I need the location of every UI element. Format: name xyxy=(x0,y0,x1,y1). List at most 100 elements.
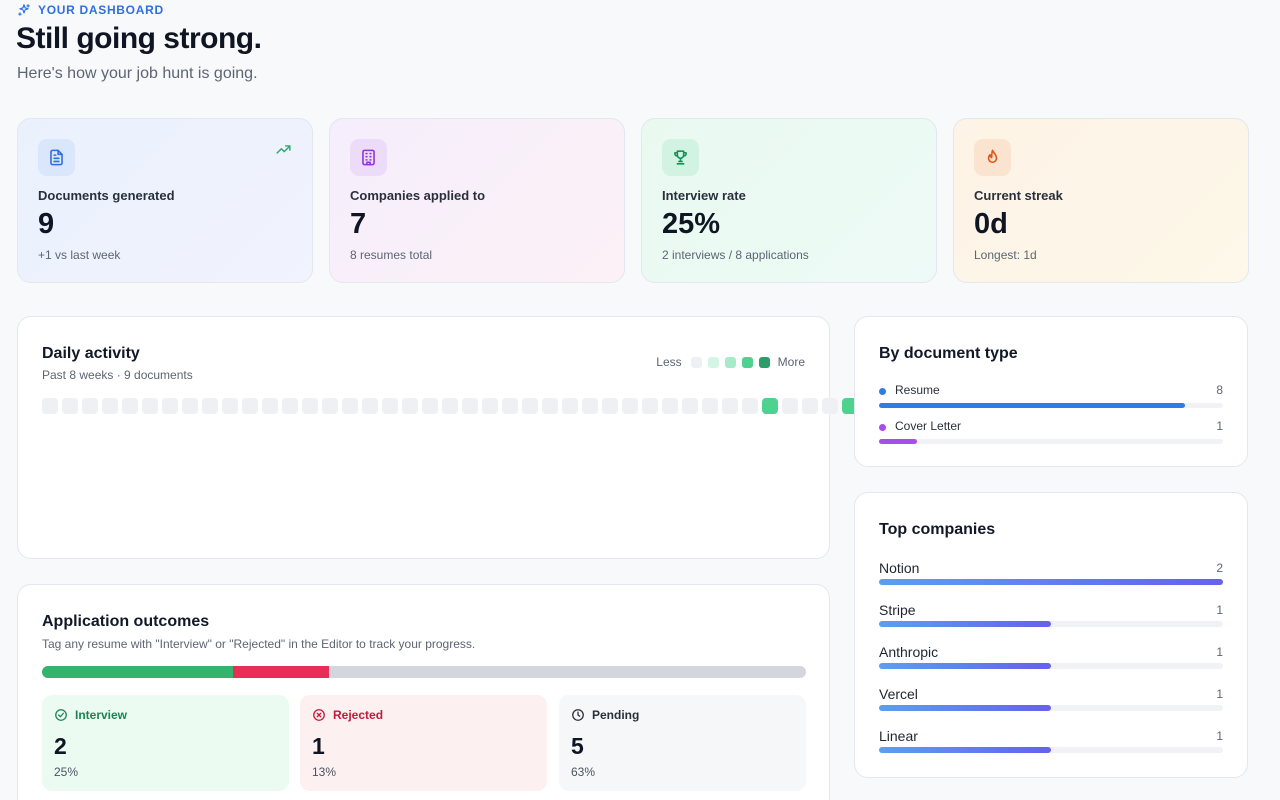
company-name: Notion xyxy=(879,560,920,576)
doc-type-count: 8 xyxy=(1216,383,1223,397)
outcome-value: 1 xyxy=(312,733,325,759)
stat-subtext: 2 interviews / 8 applications xyxy=(662,248,809,262)
activity-day-cell xyxy=(262,398,278,414)
outcome-value: 2 xyxy=(54,733,67,759)
company-bar xyxy=(879,579,1223,585)
company-count: 1 xyxy=(1216,729,1223,743)
doc-type-track xyxy=(879,439,1223,444)
activity-day-cell xyxy=(662,398,678,414)
sparkles-icon xyxy=(18,4,30,16)
stat-card-companies: Companies applied to 7 8 resumes total xyxy=(329,118,625,283)
legend-less-label: Less xyxy=(656,355,682,369)
outcome-header: Pending xyxy=(571,708,639,722)
clock-icon xyxy=(572,709,584,721)
activity-day-cell xyxy=(102,398,118,414)
stat-subtext: 8 resumes total xyxy=(350,248,433,262)
activity-day-cell xyxy=(642,398,658,414)
outcomes-progress-bar xyxy=(42,666,806,678)
stat-label: Current streak xyxy=(974,188,1063,203)
check-circle-icon xyxy=(55,709,67,721)
top-companies-title: Top companies xyxy=(879,521,996,538)
activity-subtitle: Past 8 weeks · 9 documents xyxy=(42,368,193,382)
activity-day-cell xyxy=(682,398,698,414)
stat-value: 25% xyxy=(662,208,721,240)
document-icon xyxy=(38,139,75,176)
activity-day-cell xyxy=(142,398,158,414)
legend-swatch xyxy=(758,356,770,368)
activity-day-cell xyxy=(342,398,358,414)
activity-day-cell xyxy=(302,398,318,414)
company-name: Vercel xyxy=(879,686,918,702)
x-circle-icon xyxy=(313,709,325,721)
activity-day-cell xyxy=(162,398,178,414)
activity-day-cell xyxy=(222,398,238,414)
activity-day-cell xyxy=(502,398,518,414)
eyebrow-label: YOUR DASHBOARD xyxy=(38,3,164,17)
legend-more-label: More xyxy=(777,355,805,369)
company-track xyxy=(879,747,1223,753)
activity-day-cell xyxy=(422,398,438,414)
dashboard-eyebrow: YOUR DASHBOARD xyxy=(17,3,164,17)
doc-type-name: Resume xyxy=(895,383,940,397)
company-bar xyxy=(879,747,1051,753)
page-subtitle: Here's how your job hunt is going. xyxy=(17,65,258,82)
resume-dot xyxy=(879,388,886,395)
cover-letter-dot xyxy=(879,424,886,431)
stat-subtext: Longest: 1d xyxy=(974,248,1037,262)
stat-card-interview-rate: Interview rate 25% 2 interviews / 8 appl… xyxy=(641,118,937,283)
activity-day-cell xyxy=(322,398,338,414)
company-row: Stripe 1 xyxy=(879,602,1223,638)
trending-up-icon xyxy=(276,145,291,154)
activity-day-cell xyxy=(762,398,778,414)
stat-value: 9 xyxy=(38,208,55,240)
company-bar xyxy=(879,705,1051,711)
legend-swatch xyxy=(690,356,702,368)
trophy-icon xyxy=(662,139,699,176)
company-bar xyxy=(879,663,1051,669)
outcome-segment-interview xyxy=(42,666,233,678)
page-title: Still going strong. xyxy=(16,22,262,55)
activity-day-cell xyxy=(122,398,138,414)
activity-title: Daily activity xyxy=(42,345,140,362)
stat-label: Interview rate xyxy=(662,188,746,203)
outcome-box-rejected: Rejected 1 13% xyxy=(300,695,547,791)
daily-activity-card: Daily activity Past 8 weeks · 9 document… xyxy=(17,316,1158,559)
doc-type-bar xyxy=(879,439,917,444)
top-companies-card: Top companies Notion 2 Stripe 1 Anthropi… xyxy=(854,492,1248,778)
outcome-box-pending: Pending 5 63% xyxy=(559,695,806,791)
doc-type-bar xyxy=(879,403,1186,408)
doc-type-row-cover-letter: Cover Letter 1 xyxy=(879,419,1223,445)
outcome-label: Rejected xyxy=(333,708,384,722)
company-row: Notion 2 xyxy=(879,560,1223,596)
company-bar xyxy=(879,621,1051,627)
document-type-card: By document type Resume 8 Cover Letter 1 xyxy=(854,316,1248,467)
stat-value: 7 xyxy=(350,208,367,240)
legend-swatch xyxy=(724,356,736,368)
activity-day-cell xyxy=(742,398,758,414)
activity-day-cell xyxy=(82,398,98,414)
activity-day-cell xyxy=(442,398,458,414)
activity-day-cell xyxy=(782,398,798,414)
stat-label: Companies applied to xyxy=(350,188,486,203)
company-count: 1 xyxy=(1216,687,1223,701)
activity-day-cell xyxy=(722,398,738,414)
company-name: Anthropic xyxy=(879,644,939,660)
activity-day-cell xyxy=(522,398,538,414)
company-count: 1 xyxy=(1216,645,1223,659)
flame-icon xyxy=(974,139,1011,176)
company-count: 2 xyxy=(1216,561,1223,575)
company-name: Stripe xyxy=(879,602,916,618)
company-count: 1 xyxy=(1216,603,1223,617)
activity-day-cell xyxy=(202,398,218,414)
stat-value: 0d xyxy=(974,208,1008,240)
activity-day-cell xyxy=(402,398,418,414)
stat-label: Documents generated xyxy=(38,188,175,203)
activity-day-cell xyxy=(362,398,378,414)
activity-day-cell xyxy=(282,398,298,414)
outcome-box-interview: Interview 2 25% xyxy=(42,695,289,791)
activity-day-cell xyxy=(562,398,578,414)
company-row: Linear 1 xyxy=(879,728,1223,764)
activity-day-cell xyxy=(802,398,818,414)
activity-day-cell xyxy=(382,398,398,414)
activity-day-cell xyxy=(462,398,478,414)
